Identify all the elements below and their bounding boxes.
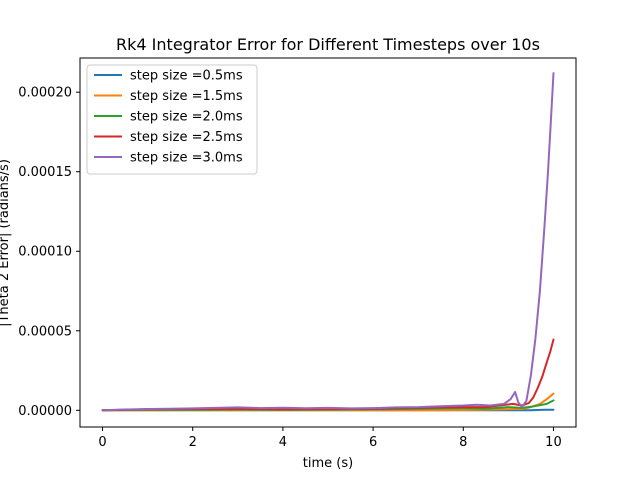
- y-axis-label: |Theta 2 Error| (radians/s): [0, 159, 12, 327]
- legend-label-3: step size =2.5ms: [130, 130, 243, 145]
- y-tick-label: 0.00015: [18, 165, 72, 180]
- y-tick-label: 0.00010: [18, 245, 72, 260]
- legend-label-4: step size =3.0ms: [130, 151, 243, 166]
- legend-label-0: step size =0.5ms: [130, 69, 243, 84]
- legend-label-2: step size =2.0ms: [130, 110, 243, 125]
- y-tick-label: 0.00020: [18, 86, 72, 101]
- y-tick-label: 0.00000: [18, 404, 72, 419]
- legend: step size =0.5ms step size =1.5ms step siz…: [86, 64, 258, 175]
- x-tick-label: 6: [369, 435, 377, 450]
- x-tick-label: 4: [279, 435, 287, 450]
- plot-lines: [101, 72, 555, 412]
- legend-label-1: step size =1.5ms: [130, 89, 243, 104]
- y-axis: 0.00000 0.00005 0.00010 0.00015 0.00020: [18, 86, 80, 419]
- x-tick-label: 2: [189, 435, 197, 450]
- series-line-3: [101, 338, 555, 412]
- y-tick-label: 0.00005: [18, 324, 72, 339]
- x-tick-label: 0: [98, 435, 106, 450]
- series-line-4: [101, 72, 555, 412]
- plot-frame: [79, 57, 577, 428]
- x-tick-label: 10: [545, 435, 562, 450]
- x-tick-label: 8: [459, 435, 467, 450]
- x-axis: 0 2 4 6 8 10: [98, 427, 562, 450]
- x-axis-label: time (s): [303, 456, 353, 471]
- chart-title: Rk4 Integrator Error for Different Times…: [116, 35, 540, 54]
- legend-box: [86, 64, 258, 175]
